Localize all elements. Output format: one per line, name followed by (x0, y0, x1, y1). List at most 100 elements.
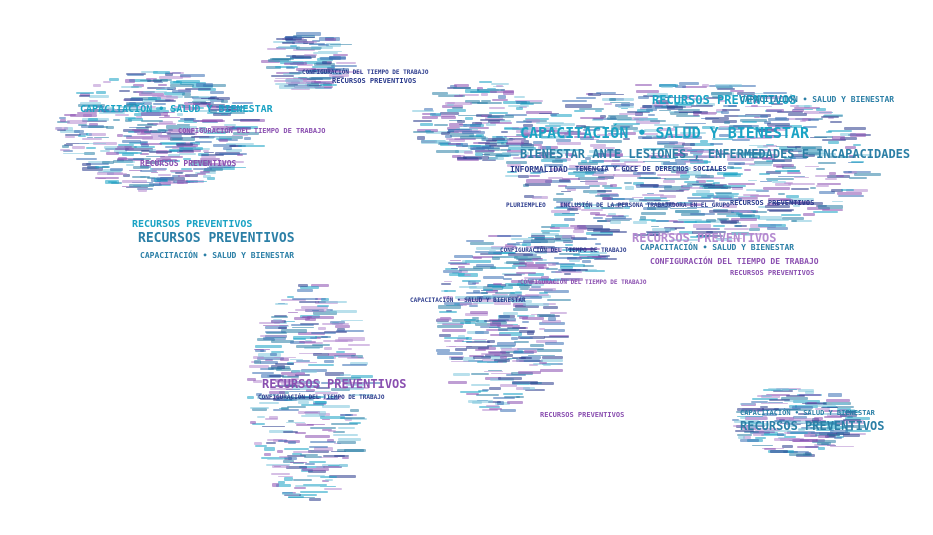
word-cloud-filler (720, 111, 730, 115)
word-cloud-filler (747, 211, 767, 214)
word-cloud-filler (139, 132, 147, 135)
word-cloud-label: PLURIEMPLEO (506, 202, 546, 209)
word-cloud-filler (437, 318, 452, 322)
word-cloud-filler (474, 348, 487, 352)
word-cloud-filler (536, 339, 557, 343)
word-cloud-filler (633, 129, 646, 132)
word-cloud-filler (515, 121, 533, 124)
word-cloud-filler (687, 206, 713, 209)
word-cloud-filler (129, 169, 142, 172)
word-cloud-filler (647, 192, 654, 195)
word-cloud-filler (535, 251, 558, 253)
word-cloud-filler (580, 167, 604, 170)
word-cloud-filler (723, 114, 746, 118)
word-cloud-filler (543, 305, 558, 310)
word-cloud-filler (81, 137, 103, 140)
word-cloud-filler (122, 135, 133, 138)
word-cloud-filler (296, 289, 314, 292)
word-cloud-filler (750, 232, 769, 236)
word-cloud-filler (816, 182, 842, 186)
word-cloud-filler (262, 324, 289, 327)
word-cloud-filler (140, 112, 168, 116)
word-cloud-filler (501, 152, 529, 155)
word-cloud-filler (191, 160, 212, 164)
word-cloud-filler (66, 120, 88, 124)
word-cloud-filler (464, 117, 473, 121)
word-cloud-filler (340, 373, 351, 377)
word-cloud-filler (790, 219, 798, 223)
word-cloud-filler (435, 150, 459, 154)
word-cloud-filler (837, 194, 865, 197)
word-cloud-filler (558, 253, 581, 255)
word-cloud-filler (795, 146, 823, 149)
word-cloud-filler (469, 144, 491, 147)
word-cloud-filler (165, 73, 173, 77)
word-cloud-filler (331, 64, 357, 68)
word-cloud-filler (87, 136, 94, 139)
word-cloud-filler (656, 166, 680, 169)
word-cloud-filler (160, 184, 171, 186)
word-cloud-filler (102, 161, 114, 164)
word-cloud-filler (178, 174, 191, 177)
word-cloud-filler (464, 260, 491, 263)
word-cloud-filler (469, 285, 485, 289)
word-cloud-filler (265, 359, 274, 362)
word-cloud-filler (585, 181, 608, 185)
word-cloud-filler (155, 163, 165, 166)
word-cloud-filler (420, 122, 433, 127)
word-cloud-filler (543, 289, 570, 293)
word-cloud-filler (770, 449, 789, 453)
word-cloud-filler (339, 413, 353, 416)
word-cloud-filler (230, 112, 246, 114)
word-cloud-filler (203, 130, 217, 134)
word-cloud-filler (580, 160, 588, 163)
word-cloud-filler (319, 485, 336, 488)
word-cloud-filler (692, 230, 713, 234)
word-cloud-filler (663, 226, 685, 229)
word-cloud-filler (89, 99, 98, 102)
word-cloud-filler (542, 156, 561, 159)
word-cloud-filler (295, 422, 306, 425)
word-cloud-filler (295, 424, 315, 427)
word-cloud-filler (453, 302, 461, 306)
word-cloud-filler (218, 160, 245, 164)
word-cloud-filler (633, 181, 644, 185)
word-cloud-filler (229, 109, 253, 112)
word-cloud-filler (314, 390, 331, 393)
word-cloud-filler (490, 122, 512, 125)
word-cloud-filler (834, 420, 845, 423)
word-cloud-filler (313, 447, 334, 451)
word-cloud-filler (231, 102, 254, 104)
word-cloud-filler (814, 408, 830, 411)
word-cloud-filler (549, 312, 568, 315)
word-cloud-filler (680, 171, 701, 175)
word-cloud-filler (268, 375, 284, 377)
word-cloud-filler (173, 80, 180, 84)
word-cloud-filler (669, 167, 692, 171)
word-cloud-filler (249, 406, 269, 409)
word-cloud-filler (127, 103, 144, 105)
word-cloud-filler (317, 69, 342, 73)
word-cloud-filler (716, 238, 732, 241)
word-cloud-filler (541, 159, 568, 162)
word-cloud-filler (320, 335, 329, 338)
word-cloud-filler (491, 255, 518, 258)
word-cloud-filler (263, 447, 276, 451)
word-cloud-filler (546, 267, 559, 270)
word-cloud-filler (155, 107, 166, 111)
word-cloud-filler (545, 128, 562, 130)
word-cloud-filler (485, 289, 499, 294)
word-cloud-filler (531, 285, 542, 288)
word-cloud-filler (715, 83, 742, 87)
word-cloud-filler (713, 181, 721, 185)
word-cloud-filler (712, 96, 723, 98)
word-cloud-filler (158, 128, 174, 132)
word-cloud-filler (606, 215, 625, 217)
word-cloud-filler (465, 291, 489, 294)
word-cloud-filler (182, 157, 192, 160)
word-cloud-filler (464, 151, 473, 154)
word-cloud-filler (692, 112, 717, 114)
word-cloud-filler (289, 390, 315, 393)
word-cloud-filler (622, 170, 637, 173)
word-cloud-filler (304, 434, 331, 438)
